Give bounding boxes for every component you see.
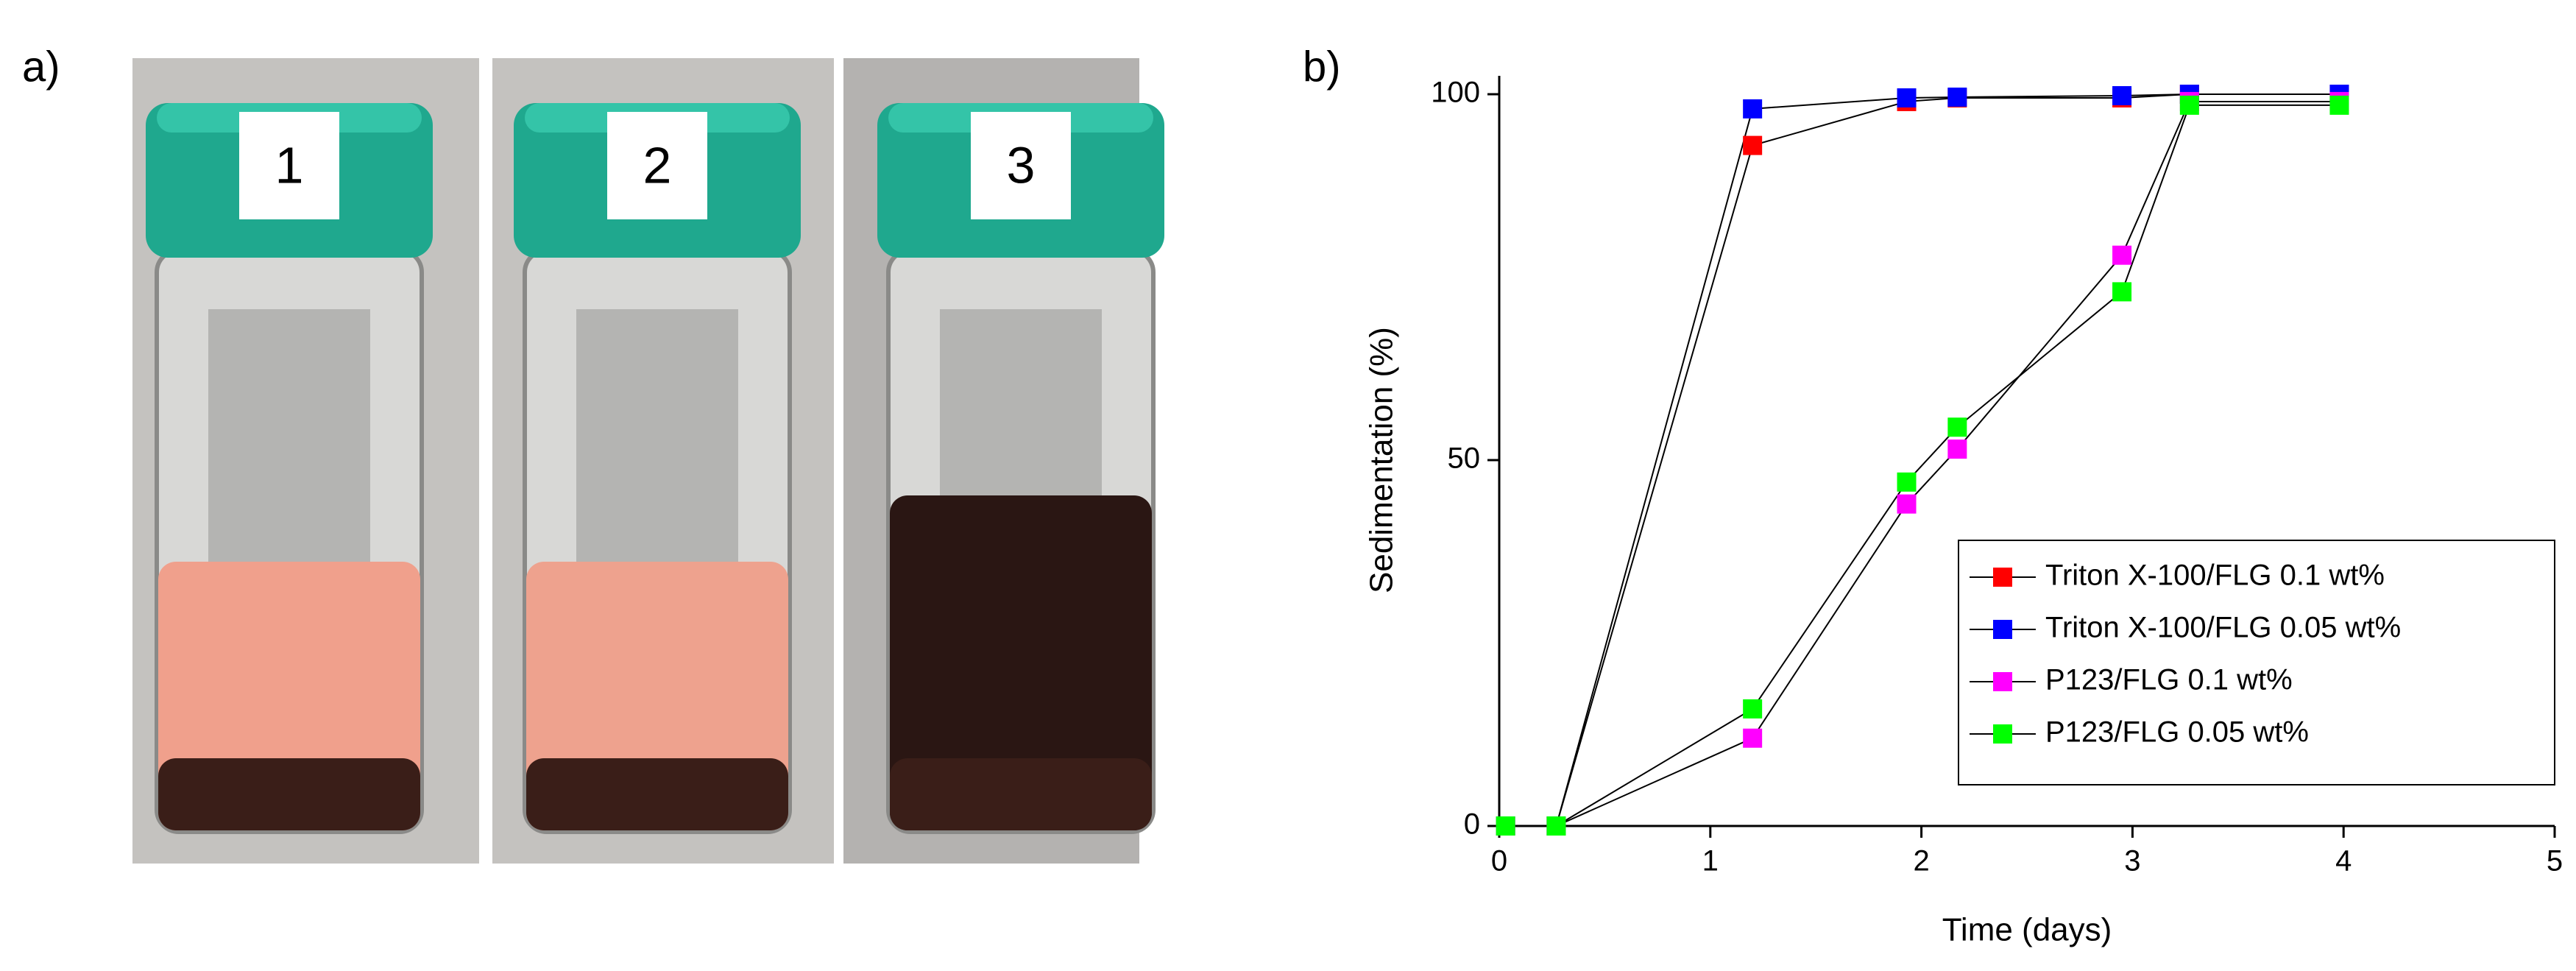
- vial-liquid: [890, 495, 1152, 830]
- data-point: [2329, 95, 2349, 115]
- data-point: [1496, 816, 1515, 836]
- data-point: [1743, 99, 1763, 119]
- legend-marker: [1993, 568, 2012, 587]
- data-point: [1897, 88, 1917, 107]
- series-line: [1505, 93, 2340, 827]
- y-tick-label: 100: [1431, 77, 1480, 109]
- x-tick-label: 4: [2335, 845, 2352, 878]
- panel-label: a): [22, 43, 60, 91]
- legend-marker: [1993, 672, 2012, 691]
- legend-label: P123/FLG 0.05 wt%: [2045, 716, 2309, 749]
- x-tick-label: 2: [1913, 845, 1929, 878]
- label-box: [607, 112, 707, 219]
- data-point: [2112, 85, 2132, 105]
- series-line: [1505, 100, 2340, 827]
- x-tick-label: 1: [1702, 845, 1719, 878]
- vial-inner: [576, 309, 738, 562]
- y-tick-label: 50: [1448, 442, 1481, 475]
- data-point: [1947, 439, 1967, 459]
- vial-sediment: [890, 758, 1152, 830]
- data-point: [1743, 728, 1763, 748]
- vial-inner: [940, 309, 1102, 495]
- label-box: [971, 112, 1071, 219]
- y-axis-label: Sedimentation (%): [1364, 327, 1400, 593]
- photo-panel: 1 2 3: [132, 58, 1164, 864]
- x-axis-label: Time (days): [1942, 912, 2112, 948]
- legend-label: Triton X-100/FLG 0.05 wt%: [2045, 612, 2401, 644]
- vial-label: 3: [1007, 136, 1036, 194]
- legend-box: [1958, 540, 2555, 785]
- data-point: [1743, 135, 1763, 155]
- data-point: [2112, 282, 2132, 302]
- vial-label: 2: [643, 136, 672, 194]
- y-tick-label: 0: [1464, 808, 1480, 841]
- vial-sediment: [526, 758, 788, 830]
- label-box: [239, 112, 339, 219]
- series-line: [1505, 104, 2340, 827]
- data-point: [1897, 472, 1917, 492]
- panel-label: b): [1303, 43, 1341, 91]
- data-point: [1947, 417, 1967, 437]
- x-tick-label: 5: [2547, 845, 2563, 878]
- x-tick-label: 3: [2124, 845, 2140, 878]
- data-point: [2179, 95, 2199, 115]
- data-point: [1546, 816, 1566, 836]
- legend-label: Triton X-100/FLG 0.1 wt%: [2045, 559, 2385, 592]
- vial-sediment: [158, 758, 420, 830]
- x-tick-label: 0: [1491, 845, 1507, 878]
- data-point: [1743, 699, 1763, 718]
- legend-marker: [1993, 724, 2012, 744]
- data-point: [1897, 494, 1917, 514]
- vial-label: 1: [275, 136, 304, 194]
- legend-label: P123/FLG 0.1 wt%: [2045, 664, 2293, 696]
- legend-marker: [1993, 620, 2012, 639]
- vial-inner: [208, 309, 370, 562]
- data-point: [2112, 245, 2132, 265]
- data-point: [1947, 87, 1967, 107]
